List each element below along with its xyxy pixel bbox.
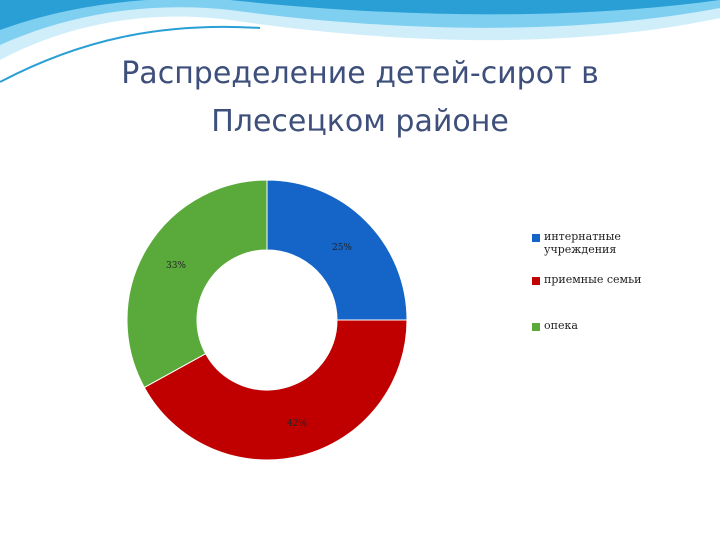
title-line-1: Распределение детей-сирот в bbox=[121, 56, 599, 91]
data-label-foster: 42% bbox=[287, 419, 307, 429]
slice-foster bbox=[143, 319, 408, 461]
legend-item-foster: приемные семьи bbox=[532, 273, 682, 286]
wave-band-dark bbox=[0, 0, 720, 30]
slice-guardianship bbox=[126, 179, 268, 389]
legend-label: интернатные учреждения bbox=[544, 230, 621, 256]
wave-line bbox=[0, 25, 261, 83]
legend-item-internat: интернатные учреждения bbox=[532, 230, 682, 256]
legend-label: приемные семьи bbox=[544, 273, 642, 286]
legend-label: опека bbox=[544, 319, 578, 332]
legend-swatch-red bbox=[532, 277, 540, 285]
legend-swatch-blue bbox=[532, 234, 540, 242]
data-label-guardianship: 33% bbox=[166, 261, 186, 271]
slice-internat bbox=[266, 179, 408, 321]
chart-legend: интернатные учреждения приемные семьи оп… bbox=[532, 230, 682, 332]
legend-swatch-green bbox=[532, 323, 540, 331]
title-line-2: Плесецком районе bbox=[211, 104, 509, 139]
legend-item-guardianship: опека bbox=[532, 319, 682, 332]
data-label-internat: 25% bbox=[332, 243, 352, 253]
slide-title: Распределение детей-сирот в Плесецком ра… bbox=[60, 50, 660, 146]
